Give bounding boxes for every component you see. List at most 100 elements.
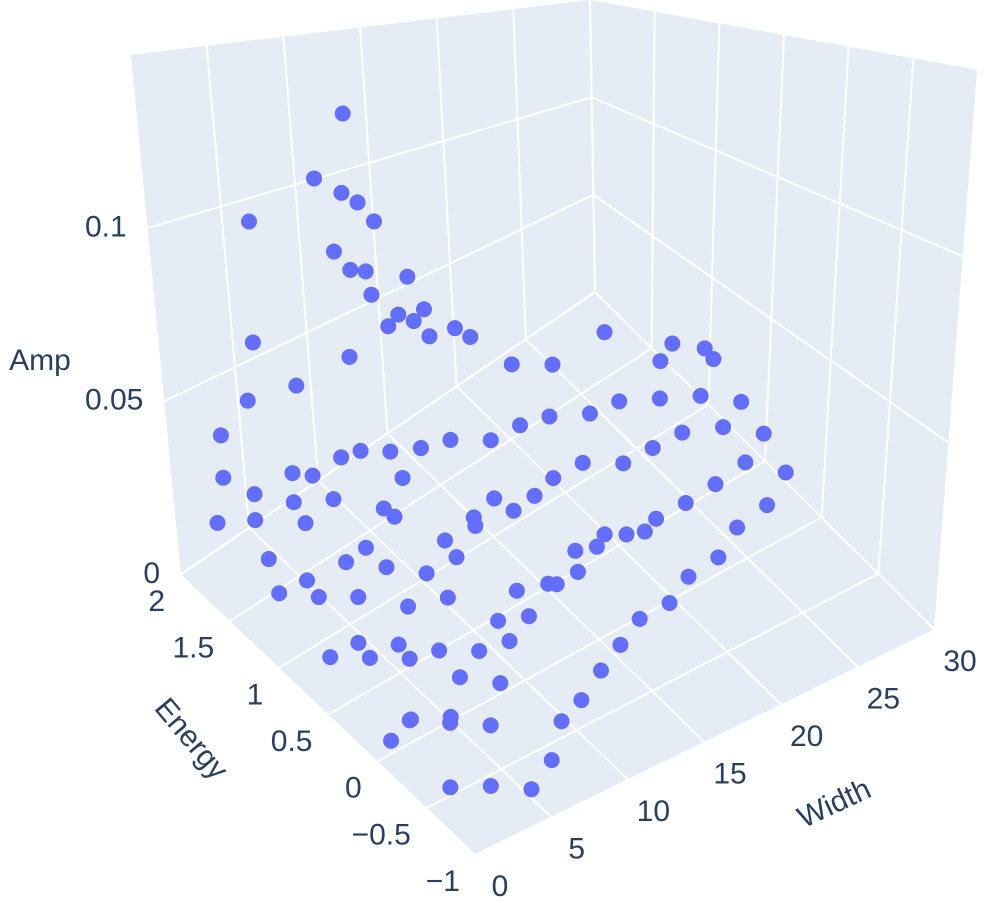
point — [349, 194, 366, 211]
point — [612, 636, 629, 653]
point — [352, 442, 369, 459]
point — [399, 268, 416, 285]
z-tick-label: 0.05 — [85, 384, 143, 417]
point — [375, 500, 392, 517]
grid-line — [589, 0, 596, 293]
point — [334, 105, 351, 122]
point — [342, 261, 359, 278]
point — [338, 554, 355, 571]
z-tick-label: 0.1 — [85, 210, 127, 243]
point — [451, 669, 468, 686]
y-tick-label: 2 — [148, 585, 165, 618]
point — [648, 510, 665, 527]
point — [696, 340, 713, 357]
point — [482, 432, 499, 449]
grid-line — [146, 96, 592, 230]
x-tick-label: 20 — [790, 720, 823, 753]
point — [729, 519, 746, 536]
point — [246, 486, 263, 503]
point — [325, 491, 342, 508]
point — [333, 449, 350, 466]
point — [357, 539, 374, 556]
point — [446, 320, 463, 337]
grid-line — [474, 629, 936, 856]
y-tick-label: 1.5 — [172, 632, 214, 665]
point — [350, 634, 367, 651]
point — [486, 490, 503, 507]
point — [631, 610, 648, 627]
y-axis-title: Energy — [148, 692, 234, 786]
point — [737, 454, 754, 471]
point — [710, 549, 727, 566]
x-tick-label: 15 — [713, 757, 746, 790]
point — [588, 538, 605, 555]
point — [715, 419, 732, 436]
point — [415, 301, 432, 318]
point — [593, 662, 610, 679]
point — [490, 612, 507, 629]
point — [400, 598, 417, 615]
grid-line — [820, 46, 850, 518]
z-axis-title: Amp — [9, 344, 71, 377]
grid-line — [877, 58, 915, 574]
point — [288, 377, 305, 394]
point — [523, 781, 540, 798]
point — [405, 313, 422, 330]
point — [260, 551, 277, 568]
grid-line — [591, 96, 965, 258]
point — [471, 643, 488, 660]
point — [553, 713, 570, 730]
point — [442, 779, 459, 796]
point — [661, 595, 678, 612]
point — [574, 454, 591, 471]
grid-line — [179, 291, 596, 576]
grid-line — [650, 11, 656, 349]
point — [707, 476, 724, 493]
side-pane — [590, 0, 978, 630]
point — [615, 455, 632, 472]
point — [482, 778, 499, 795]
point — [209, 514, 226, 531]
point — [380, 318, 397, 335]
point — [436, 532, 453, 549]
point — [573, 692, 590, 709]
point — [543, 752, 560, 769]
point — [442, 708, 459, 725]
point — [239, 392, 256, 409]
point — [505, 502, 522, 519]
x-tick-label: 25 — [867, 682, 900, 715]
point — [777, 464, 794, 481]
point — [394, 469, 411, 486]
point — [733, 393, 750, 410]
point — [448, 549, 465, 566]
grid-line — [512, 9, 527, 340]
point — [674, 424, 691, 441]
point — [299, 572, 316, 589]
grid-line — [228, 347, 653, 623]
point — [618, 526, 635, 543]
point — [378, 559, 395, 576]
grid-line — [764, 34, 785, 462]
point — [581, 405, 598, 422]
point — [692, 387, 709, 404]
point — [285, 494, 302, 511]
point — [680, 568, 697, 585]
y-tick-label: 0.5 — [271, 725, 313, 758]
point — [247, 512, 264, 529]
point — [402, 711, 419, 728]
grid-line — [359, 27, 389, 434]
y-tick-label: 0 — [345, 772, 362, 805]
point — [545, 470, 562, 487]
point — [421, 328, 438, 345]
point — [442, 431, 459, 448]
grid-line — [425, 572, 879, 810]
point — [644, 439, 661, 456]
point — [611, 393, 628, 410]
x-tick-label: 0 — [492, 870, 509, 903]
point — [548, 576, 565, 593]
point — [492, 675, 509, 692]
point — [439, 589, 456, 606]
point — [383, 732, 400, 749]
x-axis-title: Width — [793, 772, 876, 834]
point — [363, 286, 380, 303]
